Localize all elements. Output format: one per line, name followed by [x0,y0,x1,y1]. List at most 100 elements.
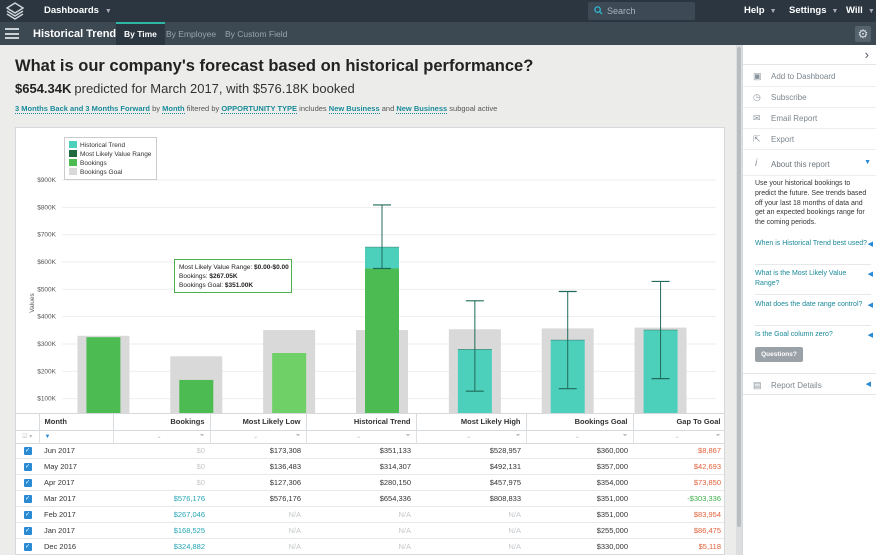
filter-by-text: by [152,104,161,113]
row-checkbox[interactable]: ✓ [16,538,39,554]
forecast-chart: $0.00$100K$200K$300K$400K$500K$600K$700K… [15,127,725,430]
tab-by-employee[interactable]: By Employee [166,29,217,39]
email-report-action[interactable]: ✉ Email Report [743,108,876,129]
select-all-checkbox[interactable]: ☑ ▾ [16,430,40,444]
cell-bookings-goal: $354,000 [526,474,633,492]
cell-historical-trend: N/A [306,538,416,554]
y-tick-label: $900K [37,177,56,184]
table-row[interactable]: ✓ Mar 2017 $576,176 $576,176 $654,336 $808,83… [16,490,724,508]
dashboard-add-icon: ▣ [753,71,762,81]
settings-label: Settings [789,5,827,16]
y-tick-label: $600K [37,259,56,266]
collapse-sidebar-button[interactable]: › [743,45,876,65]
column-header-historical-trend[interactable]: Historical Trend [306,414,417,431]
dashboards-label: Dashboards [44,5,99,16]
clock-icon: ◷ [753,92,761,102]
chevron-down-icon: ▼ [867,8,875,15]
cell-most-likely-low: $173,308 [210,443,306,460]
filter-value-link[interactable]: New Business [328,104,380,114]
export-action[interactable]: ⇱ Export [743,129,876,150]
row-checkbox[interactable]: ✓ [16,522,39,539]
y-tick-label: $500K [37,286,56,293]
user-label: Will [846,5,863,16]
tab-by-custom-field[interactable]: By Custom Field [225,29,288,39]
column-header-most-likely-high[interactable]: Most Likely High [416,414,527,431]
filter-icon[interactable]: ⌄ ⏷ [633,430,724,444]
filter-sentence: 3 Months Back and 3 Months Forward by Mo… [15,104,497,114]
email-report-label: Email Report [771,114,818,123]
y-axis-label: Values [29,293,36,313]
help-label: Help [744,5,765,16]
sort-descending-icon[interactable]: ▼ [39,430,114,444]
filter-row: ☑ ▾ ▼ ⌄ ⏷ ⌄ ⏷ ⌄ ⏷ ⌄ ⏷ ⌄ ⏷ ⌄ ⏷ [16,430,724,444]
cell-most-likely-high: $492,131 [416,458,526,476]
cell-historical-trend: $654,336 [306,490,416,508]
cell-gap-to-goal: -$303,336 [633,490,724,508]
period-link[interactable]: Month [162,104,185,114]
cell-bookings-goal: $351,000 [526,506,633,523]
filter-icon[interactable]: ⌄ ⏷ [526,430,634,444]
row-checkbox[interactable]: ✓ [16,458,39,476]
cell-bookings: $168,525 [113,522,210,539]
hamburger-menu-icon[interactable] [5,28,19,39]
column-header-month[interactable]: Month [39,414,114,431]
chart-legend: Historical Trend Most Likely Value Range… [64,137,157,180]
filter-icon[interactable]: ⌄ ⏷ [113,430,211,444]
tab-by-time[interactable]: By Time [116,22,165,45]
subscribe-label: Subscribe [771,93,807,102]
table-row[interactable]: ✓ Dec 2016 $324,882 N/A N/A N/A $330,000 $5,118 [16,538,724,554]
cell-most-likely-low: N/A [210,506,306,523]
filter-icon[interactable]: ⌄ ⏷ [306,430,417,444]
search-input[interactable]: Search [588,2,695,20]
faq-item[interactable]: Is the Goal column zero? ◀ [755,331,873,339]
gear-icon[interactable]: ⚙ [855,26,871,42]
column-header-bookings-goal[interactable]: Bookings Goal [526,414,634,431]
subscribe-action[interactable]: ◷ Subscribe [743,87,876,108]
about-report-text: Use your historical bookings to predict … [755,180,867,227]
row-checkbox[interactable]: ✓ [16,443,39,460]
checkbox-checked-icon: ✓ [23,526,32,535]
report-details-section[interactable]: ▤ Report Details ◀ [743,373,876,395]
row-checkbox[interactable]: ✓ [16,474,39,492]
faq-item[interactable]: What is the Most Likely Value Range? ◀ [755,270,873,287]
table-row[interactable]: ✓ May 2017 $0 $136,483 $314,307 $492,131 $357,… [16,458,724,476]
bar-bookings [86,337,121,426]
cell-month: Apr 2017 [39,474,113,492]
questions-button[interactable]: Questions? [755,347,803,362]
column-header-most-likely-low[interactable]: Most Likely Low [210,414,307,431]
chevron-down-icon: ▼ [831,8,839,15]
date-range-link[interactable]: 3 Months Back and 3 Months Forward [15,104,151,114]
cell-gap-to-goal: $5,118 [633,538,724,554]
column-header-gap-to-goal[interactable]: Gap To Goal [633,414,724,431]
checkbox-checked-icon: ✓ [23,479,32,488]
row-checkbox[interactable]: ✓ [16,506,39,523]
table-row[interactable]: ✓ Jan 2017 $168,525 N/A N/A N/A $255,000 $86,47… [16,522,724,539]
bar-bookings [365,268,399,426]
table-row[interactable]: ✓ Feb 2017 $267,046 N/A N/A N/A $351,000 $83,95… [16,506,724,523]
info-icon: i [755,158,758,169]
dashboards-menu[interactable]: Dashboards ▼ [44,5,112,16]
about-report-header[interactable]: i About this report ▼ [743,152,876,176]
logo-icon[interactable] [6,2,24,20]
legend-item-bookings: Bookings [69,159,152,168]
table-row[interactable]: ✓ Jun 2017 $0 $173,308 $351,133 $528,957 $360,… [16,443,724,460]
faq-item[interactable]: What does the date range control? ◀ [755,301,873,309]
subgoal-link[interactable]: New Business [396,104,448,114]
filter-icon[interactable]: ⌄ ⏷ [416,430,527,444]
filter-icon[interactable]: ⌄ ⏷ [210,430,307,444]
main-scrollbar[interactable] [736,45,742,555]
add-to-dashboard-action[interactable]: ▣ Add to Dashboard [743,66,876,87]
table-row[interactable]: ✓ Apr 2017 $0 $127,306 $280,150 $457,975 $354,… [16,474,724,492]
row-checkbox[interactable]: ✓ [16,490,39,508]
cell-month: Jan 2017 [39,522,113,539]
column-header-bookings[interactable]: Bookings [113,414,211,431]
user-menu[interactable]: Will ▼ [846,5,875,16]
faq-item[interactable]: When is Historical Trend best used? ◀ [755,240,873,248]
help-menu[interactable]: Help ▼ [744,5,777,16]
top-nav-bar: Dashboards ▼ Search Help ▼ Settings ▼ Will ▼ [0,0,876,22]
cell-bookings: $0 [113,443,210,460]
filter-field-link[interactable]: OPPORTUNITY TYPE [221,104,298,114]
settings-menu[interactable]: Settings ▼ [789,5,838,16]
cell-bookings-goal: $360,000 [526,443,633,460]
cell-most-likely-low: $127,306 [210,474,306,492]
